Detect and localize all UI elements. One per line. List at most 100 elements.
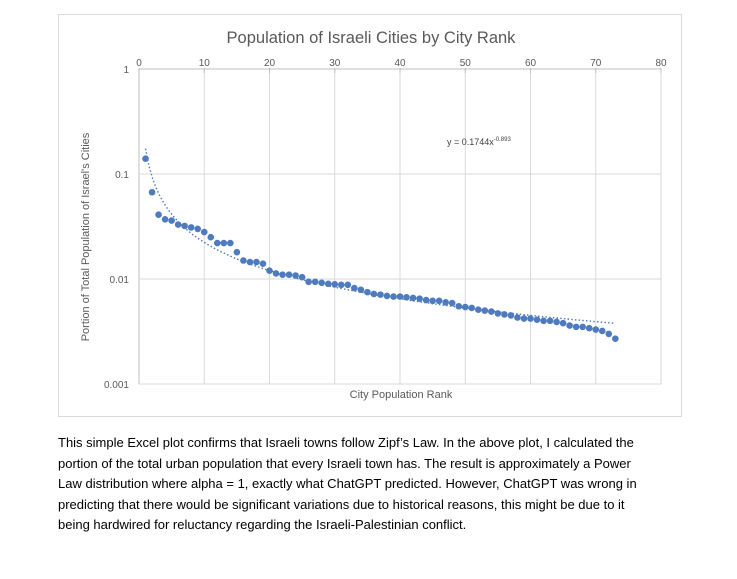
data-point	[533, 316, 541, 323]
chart-title: Population of Israeli Cities by City Ran…	[227, 29, 517, 47]
data-point	[240, 257, 247, 264]
data-point	[214, 239, 221, 247]
x-tick-label: 50	[460, 58, 472, 69]
data-point	[435, 297, 443, 305]
trendline-equation-text: y = 0.1744x	[447, 137, 494, 147]
data-point	[429, 297, 436, 305]
data-point	[527, 315, 534, 322]
data-point	[461, 303, 469, 311]
data-point	[318, 279, 326, 287]
data-point	[207, 233, 215, 241]
x-tick-label: 80	[655, 58, 667, 69]
data-point	[155, 211, 162, 218]
y-tick-label: 0.001	[104, 380, 129, 391]
x-tick-label: 40	[394, 58, 406, 69]
data-point	[227, 239, 234, 247]
data-point	[468, 304, 476, 312]
data-point	[331, 281, 339, 288]
y-tick-label: 1	[123, 65, 129, 76]
data-point	[168, 217, 175, 224]
data-point	[148, 188, 156, 196]
data-point	[246, 258, 254, 266]
data-point	[442, 298, 449, 306]
caption-line: being hardwired for reluctancy regarding…	[58, 517, 467, 532]
data-point	[377, 291, 384, 298]
data-point	[572, 323, 580, 331]
data-point	[455, 302, 463, 310]
data-point	[285, 271, 293, 278]
data-point	[403, 293, 410, 301]
x-tick-label: 10	[199, 58, 211, 69]
data-point	[390, 293, 397, 300]
data-point	[305, 278, 312, 286]
data-point	[579, 323, 586, 331]
data-point	[174, 221, 182, 228]
scatter-chart: Population of Israeli Cities by City Ran…	[80, 29, 667, 401]
x-tick-label: 70	[590, 58, 602, 69]
trendline-equation: y = 0.1744x-0.893	[447, 137, 511, 147]
y-axis-label: Portion of Total Population of Israel's …	[80, 132, 92, 341]
data-point	[409, 294, 417, 302]
data-point	[311, 278, 319, 286]
y-tick-label: 0.01	[110, 275, 130, 286]
data-point	[161, 216, 169, 223]
data-point	[194, 225, 202, 233]
caption-line: This simple Excel plot confirms that Isr…	[58, 435, 634, 450]
data-point	[272, 270, 280, 277]
data-point	[494, 310, 502, 317]
data-point	[337, 281, 345, 289]
data-point	[566, 322, 573, 329]
data-point	[292, 272, 299, 279]
x-tick-label: 60	[525, 58, 537, 69]
data-point	[253, 258, 260, 266]
caption-line: predicting that there would be significa…	[58, 496, 625, 512]
x-tick-label: 30	[329, 58, 341, 69]
data-point	[612, 335, 619, 343]
data-point	[396, 293, 404, 300]
data-point	[475, 306, 482, 314]
data-point	[481, 307, 489, 314]
data-point	[383, 292, 391, 300]
data-point	[559, 319, 567, 327]
data-point	[370, 290, 378, 298]
x-tick-label: 0	[136, 58, 142, 69]
data-point	[605, 330, 613, 338]
data-point	[142, 155, 149, 162]
data-point	[259, 260, 267, 267]
trendline-equation-exponent: -0.893	[494, 137, 512, 143]
data-point	[364, 288, 371, 296]
data-point	[233, 248, 241, 256]
caption-paragraph: This simple Excel plot confirms that Isr…	[58, 433, 688, 536]
data-point	[200, 228, 208, 236]
data-point	[501, 311, 508, 318]
data-point	[298, 273, 306, 281]
data-point	[598, 327, 606, 335]
data-point	[546, 317, 554, 325]
data-point	[520, 315, 528, 322]
caption-line: Law distribution where alpha = 1, exactl…	[58, 476, 637, 491]
data-point	[344, 281, 352, 289]
data-point	[181, 222, 188, 230]
chart-area: Population of Israeli Cities by City Ran…	[58, 14, 682, 417]
data-point	[448, 299, 456, 307]
x-tick-label: 20	[264, 58, 276, 69]
y-tick-label: 0.1	[115, 170, 129, 181]
data-point	[422, 296, 430, 304]
data-point	[351, 284, 358, 292]
data-point	[220, 239, 228, 247]
data-point	[514, 314, 521, 321]
data-point	[553, 318, 560, 326]
data-point	[540, 317, 547, 325]
data-point	[585, 324, 593, 332]
data-point	[488, 308, 495, 315]
data-point	[357, 286, 365, 294]
data-point	[592, 326, 600, 333]
data-point	[416, 295, 423, 302]
data-point	[324, 280, 332, 288]
data-point	[507, 312, 515, 319]
data-point	[266, 267, 273, 274]
data-point	[279, 271, 286, 278]
x-axis-label: City Population Rank	[350, 389, 453, 401]
data-point	[187, 224, 195, 231]
caption-line: portion of the total urban population th…	[58, 455, 631, 471]
